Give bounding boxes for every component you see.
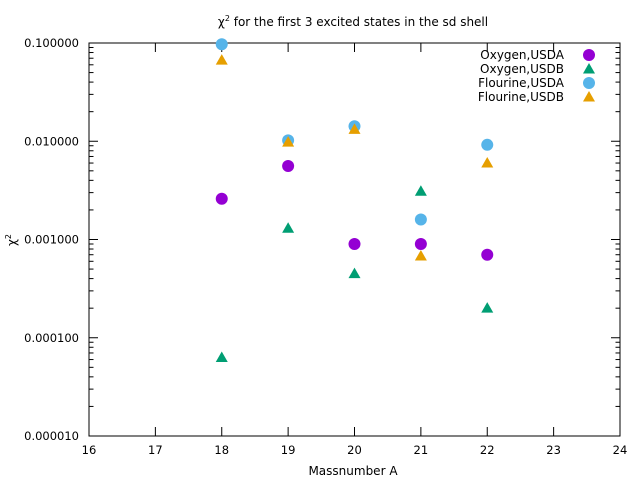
data-point: [282, 136, 295, 147]
data-point: [481, 138, 494, 151]
legend-label: Flourine,USDB: [478, 90, 564, 104]
x-tick-label: 22: [480, 443, 495, 457]
data-point: [481, 157, 494, 168]
x-tick-label: 20: [347, 443, 362, 457]
legend-marker: [583, 77, 595, 89]
chart-title-main: χ: [218, 15, 225, 29]
x-axis-title: Massnumber A: [308, 464, 398, 478]
y-tick-label: 0.010000: [24, 134, 79, 148]
x-tick-label: 21: [414, 443, 429, 457]
x-tick-label: 23: [546, 443, 561, 457]
data-point: [414, 249, 427, 261]
data-point: [414, 213, 427, 226]
data-point: [414, 185, 427, 196]
legend-marker: [583, 91, 595, 102]
chart-title: χ2 for the first 3 excited states in the…: [218, 14, 488, 29]
data-point: [282, 222, 295, 233]
x-tick-label: 17: [148, 443, 163, 457]
y-tick-label: 0.000010: [24, 429, 79, 443]
legend-label: Oxygen,USDB: [480, 62, 564, 76]
legend-marker: [583, 63, 595, 74]
chart-title-sup: 2: [225, 14, 230, 23]
y-axis-title-main: χ: [5, 239, 19, 246]
y-axis-title: χ2: [4, 234, 19, 246]
data-point: [348, 267, 361, 279]
data-point: [215, 351, 228, 362]
data-points: [215, 38, 494, 362]
x-tick-label: 18: [214, 443, 229, 457]
x-tick-label: 24: [613, 443, 628, 457]
x-tick-label: 16: [82, 443, 97, 457]
data-point: [215, 38, 228, 51]
y-tick-label: 0.000100: [24, 331, 79, 345]
data-point: [215, 192, 228, 205]
legend-label: Oxygen,USDA: [480, 48, 564, 62]
x-tick-label: 19: [281, 443, 296, 457]
legend: Oxygen,USDAOxygen,USDBFlourine,USDAFlour…: [478, 48, 595, 104]
y-axis-title-sup: 2: [4, 234, 13, 239]
data-point: [348, 123, 361, 134]
y-tick-label: 0.001000: [24, 233, 79, 247]
x-axis: 16 17 18 19 20 21 22 23 24: [82, 43, 628, 457]
y-axis: 0.100000 0.010000 0.001000 0.000100 0.000010: [24, 36, 620, 443]
data-point: [414, 237, 427, 250]
data-point: [215, 54, 228, 65]
data-point: [282, 159, 295, 172]
data-point: [481, 248, 494, 261]
data-point: [348, 237, 361, 250]
chart-title-rest: for the first 3 excited states in the sd…: [230, 15, 488, 29]
data-point: [481, 302, 494, 313]
y-tick-label: 0.100000: [24, 36, 79, 50]
legend-marker: [583, 49, 595, 61]
legend-label: Flourine,USDA: [478, 76, 565, 90]
